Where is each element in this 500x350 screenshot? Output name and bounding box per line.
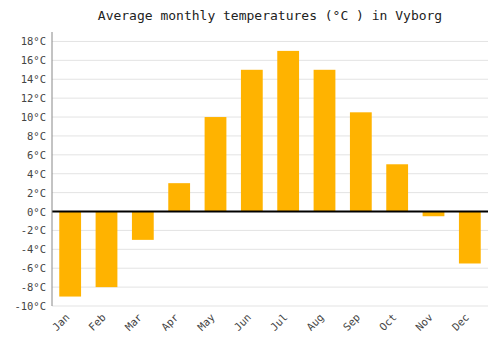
y-tick-label: 8°C <box>27 130 46 142</box>
y-tick-label: -8°C <box>21 281 46 293</box>
y-grid-line <box>52 117 488 118</box>
bar <box>168 183 190 211</box>
y-grid-line <box>52 173 488 174</box>
bar <box>459 212 481 264</box>
y-tick-label: 10°C <box>21 111 46 123</box>
x-tick-label: Mar <box>122 311 144 333</box>
x-tick-label: Jun <box>231 311 253 333</box>
y-tick-label: 4°C <box>27 168 46 180</box>
y-grid-line <box>52 268 488 269</box>
y-grid-line <box>52 192 488 193</box>
x-tick-label: Apr <box>159 311 181 333</box>
y-tick-label: 12°C <box>21 92 46 104</box>
y-grid-line <box>52 230 488 231</box>
y-tick-label: -10°C <box>14 300 46 312</box>
chart-svg: Average monthly temperatures (°C ) in Vy… <box>0 0 500 350</box>
bar <box>205 117 227 211</box>
y-axis-ticks: -10°C -8°C -6°C -4°C -2°C 0°C 2°C 4°C 6°C 8°C 10°C… <box>14 35 46 312</box>
bar <box>350 112 372 211</box>
bar <box>241 70 263 212</box>
y-grid-line <box>52 287 488 288</box>
y-axis-line <box>52 32 53 306</box>
bars <box>59 51 480 297</box>
y-grid-line <box>52 211 488 212</box>
x-tick-label: Feb <box>86 311 108 333</box>
bar <box>314 70 336 212</box>
y-tick-label: 0°C <box>27 206 46 218</box>
y-tick-label: 2°C <box>27 187 46 199</box>
chart-container: Average monthly temperatures (°C ) in Vy… <box>0 0 500 350</box>
y-grid-line <box>52 306 488 307</box>
y-tick-label: 18°C <box>21 35 46 47</box>
x-tick-label: Jul <box>268 311 290 333</box>
zero-line <box>52 211 488 213</box>
x-axis-ticks: Jan Feb Mar Apr May Jun Jul Aug Sep Oct Nov Dec <box>50 311 472 333</box>
y-tick-label: 14°C <box>21 73 46 85</box>
x-tick-label: Nov <box>413 311 435 333</box>
y-grid-line <box>52 154 488 155</box>
bar <box>96 212 118 288</box>
y-grid-line <box>52 79 488 80</box>
x-tick-label: Oct <box>377 311 399 333</box>
y-grid-line <box>52 98 488 99</box>
y-tick-label: -2°C <box>21 224 46 236</box>
bar <box>277 51 299 212</box>
x-tick-label: May <box>195 311 217 333</box>
bar <box>386 164 408 211</box>
x-tick-label: Dec <box>449 311 471 333</box>
x-tick-label: Sep <box>340 311 362 333</box>
bar <box>132 212 154 240</box>
x-tick-label: Aug <box>304 311 326 333</box>
x-tick-label: Jan <box>50 311 72 333</box>
y-grid-line <box>52 60 488 61</box>
y-tick-label: -4°C <box>21 243 46 255</box>
y-tick-label: -6°C <box>21 262 46 274</box>
title: Average monthly temperatures (°C ) in Vy… <box>98 8 442 23</box>
y-grid-line <box>52 41 488 42</box>
y-grid-line <box>52 135 488 136</box>
y-tick-label: 16°C <box>21 54 46 66</box>
bar <box>59 212 81 297</box>
y-grid-line <box>52 249 488 250</box>
grid <box>52 41 488 306</box>
y-tick-label: 6°C <box>27 149 46 161</box>
